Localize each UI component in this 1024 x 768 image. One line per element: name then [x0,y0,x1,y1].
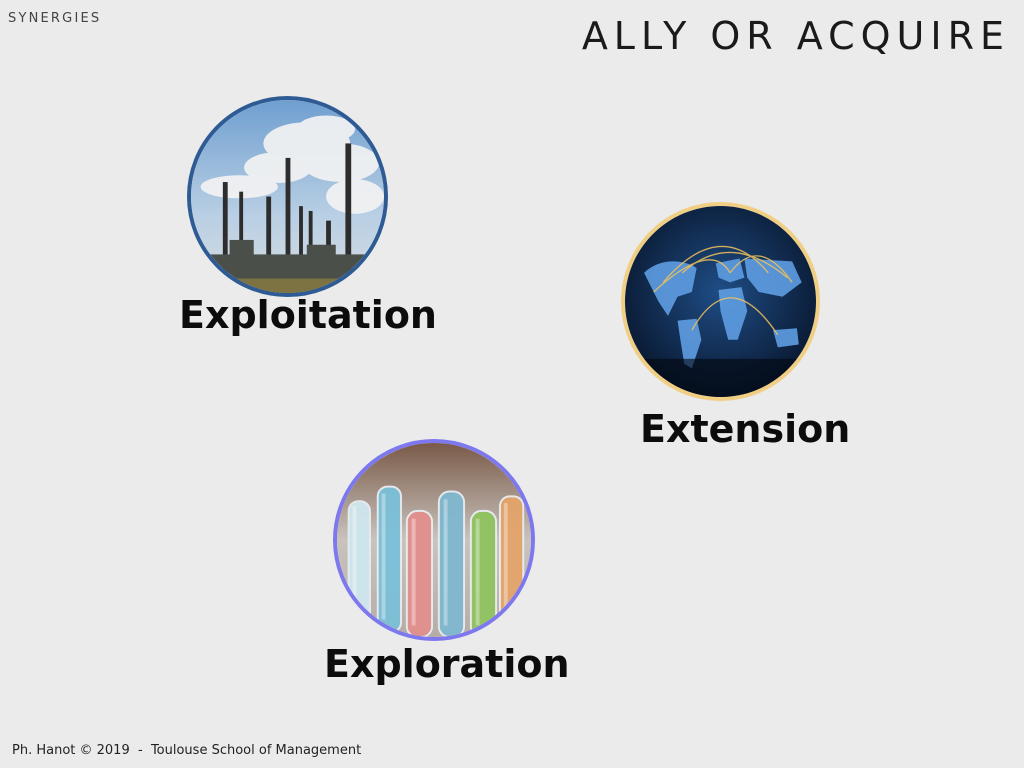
factory-image [187,96,388,297]
world-map-image [621,202,820,401]
exploitation-caption: Exploitation [179,293,437,337]
slide-title: ALLY OR ACQUIRE [581,14,1010,58]
exploration-caption: Exploration [324,642,570,686]
test-tubes-image [333,439,535,641]
extension-caption: Extension [640,407,851,451]
section-label: SYNERGIES [8,11,102,26]
footer-credit: Ph. Hanot © 2019 - Toulouse School of Ma… [12,743,362,758]
